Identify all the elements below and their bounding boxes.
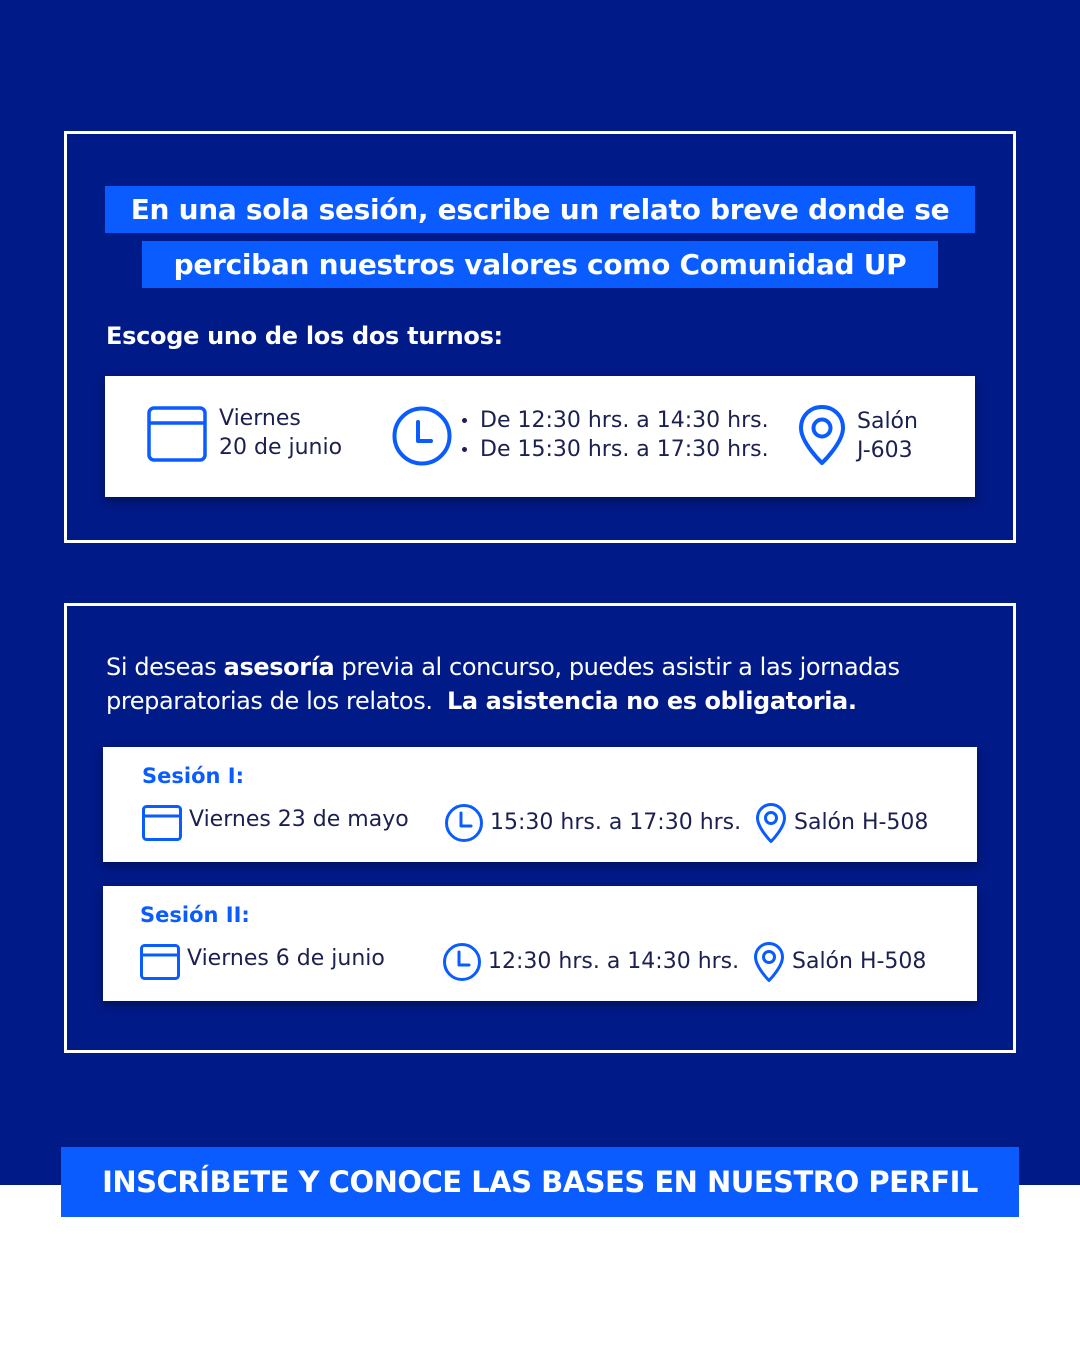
- calendar-icon: [147, 406, 207, 462]
- calendar-icon: [142, 805, 182, 841]
- clock-icon: [442, 942, 482, 982]
- shift-place-label: Salón: [857, 409, 918, 434]
- time-slot-2: De 15:30 hrs. a 17:30 hrs.: [462, 435, 769, 464]
- time-slot-1: De 12:30 hrs. a 14:30 hrs.: [462, 406, 769, 435]
- cta-text: INSCRÍBETE Y CONOCE LAS BASES EN NUESTRO…: [102, 1165, 978, 1199]
- session-card-2: Sesión II: Viernes 6 de junio 12:30 hrs.…: [103, 886, 977, 1001]
- contest-info-frame: [64, 131, 1016, 543]
- session-place: Salón H-508: [792, 949, 927, 974]
- headline-line-1: En una sola sesión, escribe un relato br…: [105, 186, 975, 233]
- session-time: 15:30 hrs. a 17:30 hrs.: [490, 810, 742, 835]
- session-date: Viernes 6 de junio: [187, 946, 385, 971]
- location-pin-icon: [797, 403, 847, 467]
- intro-line-1: Si deseas asesoría previa al concurso, p…: [106, 650, 986, 684]
- headline-text-1: En una sola sesión, escribe un relato br…: [130, 193, 950, 226]
- intro-text: Si deseas: [106, 653, 224, 681]
- shift-date: Viernes 20 de junio: [219, 404, 342, 462]
- clock-icon: [444, 803, 484, 843]
- location-pin-icon: [753, 941, 785, 983]
- clock-icon: [391, 405, 453, 467]
- preparatory-sessions-frame: [64, 603, 1016, 1053]
- shift-place: Salón J-603: [857, 407, 918, 465]
- session-title: Sesión II:: [140, 903, 250, 927]
- session-date: Viernes 23 de mayo: [189, 807, 409, 832]
- intro-text: preparatorias de los relatos.: [106, 687, 448, 715]
- headline-line-2: perciban nuestros valores como Comunidad…: [142, 241, 938, 288]
- shift-date-weekday: Viernes: [219, 406, 301, 431]
- intro-text: previa al concurso, puedes asistir a las…: [334, 653, 900, 681]
- cta-banner: INSCRÍBETE Y CONOCE LAS BASES EN NUESTRO…: [61, 1147, 1019, 1217]
- intro-emphasis-optional: La asistencia no es obligatoria.: [447, 687, 857, 715]
- calendar-icon: [140, 944, 180, 980]
- shift-date-day: 20 de junio: [219, 435, 343, 460]
- session-card-1: Sesión I: Viernes 23 de mayo 15:30 hrs. …: [103, 747, 977, 862]
- session-place: Salón H-508: [794, 810, 929, 835]
- time-slot-list: De 12:30 hrs. a 14:30 hrs. De 15:30 hrs.…: [462, 406, 769, 464]
- session-time: 12:30 hrs. a 14:30 hrs.: [488, 949, 740, 974]
- intro-line-2: preparatorias de los relatos. La asisten…: [106, 684, 986, 718]
- session-title: Sesión I:: [142, 764, 244, 788]
- shift-place-room: J-603: [857, 438, 913, 463]
- headline-text-2: perciban nuestros valores como Comunidad…: [173, 248, 907, 281]
- location-pin-icon: [755, 802, 787, 844]
- intro-emphasis-advisory: asesoría: [223, 653, 335, 681]
- advisory-intro: Si deseas asesoría previa al concurso, p…: [106, 650, 986, 718]
- shift-card: Viernes 20 de junio De 12:30 hrs. a 14:3…: [105, 376, 975, 497]
- shift-subheading: Escoge uno de los dos turnos:: [106, 322, 503, 350]
